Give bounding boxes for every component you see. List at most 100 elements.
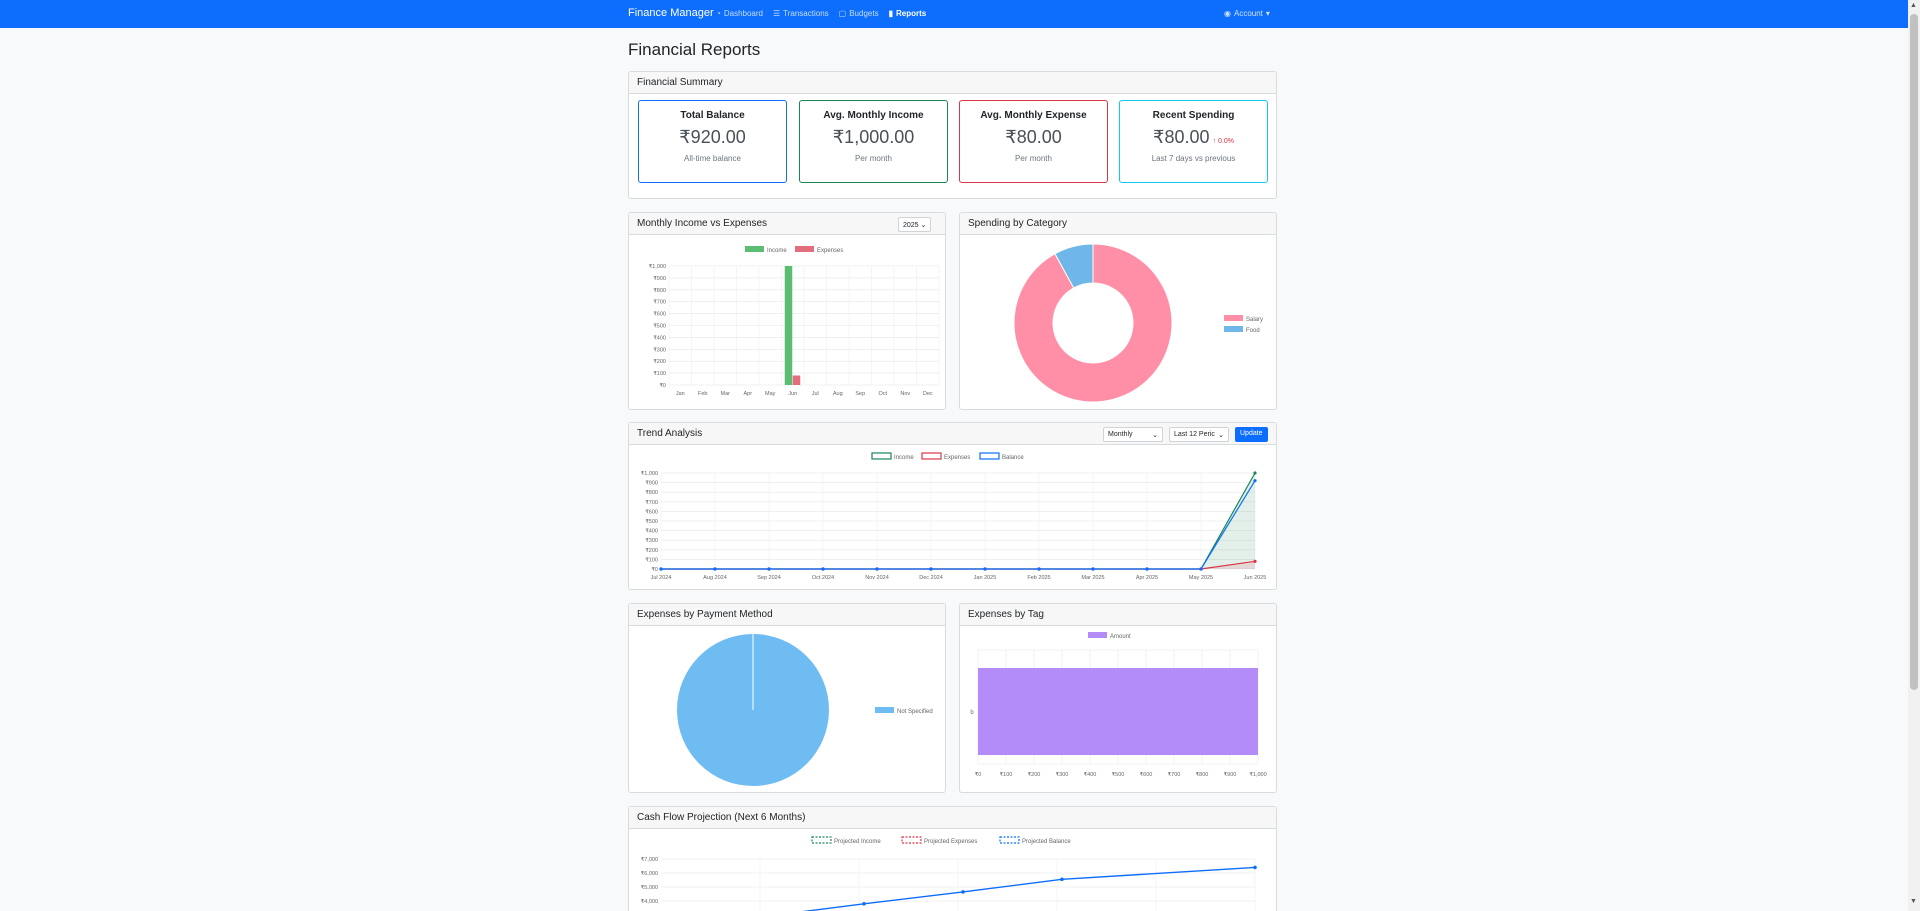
nav-links: ◔ Dashboard ☰ Transactions ▢ Budgets ▮ Repor… bbox=[716, 9, 926, 18]
x-tick-label: Jan 2025 bbox=[974, 575, 997, 581]
card-header: Expenses by Tag bbox=[960, 604, 1276, 626]
chevron-down-icon: ⌄ bbox=[1218, 431, 1224, 439]
legend-swatch bbox=[999, 836, 1020, 844]
x-tick-label: ₹900 bbox=[1224, 771, 1237, 778]
x-tick-label: Jan bbox=[676, 391, 685, 397]
cash-flow-projection-card: Cash Flow Projection (Next 6 Months) Pro… bbox=[628, 806, 1277, 911]
x-tick-label: ₹800 bbox=[1196, 771, 1209, 778]
point-balance bbox=[1145, 567, 1149, 571]
card-header: Financial Summary bbox=[629, 72, 1276, 94]
point-balance bbox=[1037, 567, 1041, 571]
point-balance bbox=[1199, 567, 1203, 571]
x-tick-label: ₹1,000 bbox=[1249, 771, 1266, 778]
line-expenses bbox=[661, 560, 1256, 570]
wallet-icon: ▢ bbox=[838, 9, 847, 18]
summary-avg-income: Avg. Monthly Income ₹1,000.00 Per month bbox=[799, 100, 948, 183]
legend-label: Income bbox=[894, 455, 914, 461]
y-tick-label: ₹500 bbox=[653, 323, 666, 330]
scrollbar-thumb[interactable] bbox=[1910, 14, 1918, 690]
x-tick-label: Dec bbox=[923, 391, 933, 397]
point-balance bbox=[875, 567, 879, 571]
x-tick-label: May 2025 bbox=[1189, 575, 1213, 581]
y-tick-label: ₹5,000 bbox=[641, 884, 658, 891]
scroll-up-arrow-icon[interactable]: ▲ bbox=[1910, 2, 1917, 9]
x-tick-label: Apr bbox=[743, 391, 752, 397]
x-tick-label: Sep 2024 bbox=[757, 575, 781, 581]
point-balance bbox=[713, 567, 717, 571]
legend-swatch bbox=[1224, 326, 1243, 332]
y-tick-label: ₹4,000 bbox=[641, 898, 658, 905]
y-tick-label: ₹7,000 bbox=[641, 856, 658, 863]
nav-transactions[interactable]: ☰ Transactions bbox=[772, 9, 829, 18]
nav-reports[interactable]: ▮ Reports bbox=[888, 9, 927, 18]
legend-swatch bbox=[871, 452, 892, 460]
legend-label: Projected Expenses bbox=[924, 839, 977, 845]
chevron-down-icon: ⌄ bbox=[1152, 432, 1158, 439]
payment-pie-chart: Not Specified bbox=[677, 634, 933, 786]
spending-by-category-card: Spending by Category Salary Food bbox=[959, 212, 1277, 410]
nav-dashboard[interactable]: ◔ Dashboard bbox=[716, 9, 763, 18]
legend-label: Amount bbox=[1110, 634, 1131, 640]
y-tick-label: ₹700 bbox=[653, 299, 666, 306]
x-tick-label: Mar 2025 bbox=[1081, 575, 1104, 581]
x-tick-label: Nov bbox=[900, 391, 910, 397]
financial-summary-card: Financial Summary Total Balance ₹920.00 … bbox=[628, 71, 1277, 199]
y-tick-label: ₹800 bbox=[653, 287, 666, 294]
point-balance bbox=[1253, 479, 1257, 483]
y-tick-label: b bbox=[970, 710, 974, 716]
update-button[interactable]: Update bbox=[1235, 427, 1268, 442]
x-tick-label: Oct bbox=[878, 391, 887, 397]
percent-change-badge: ↑ 0.0% bbox=[1212, 138, 1234, 145]
point-balance bbox=[821, 567, 825, 571]
point-expenses bbox=[1253, 559, 1257, 563]
range-select[interactable]: Last 12 Peric ⌄ bbox=[1169, 427, 1229, 442]
page-title: Financial Reports bbox=[628, 40, 761, 59]
cashflow-line-chart: Projected Income Projected Expenses Projec… bbox=[641, 836, 1257, 911]
point-balance bbox=[929, 567, 933, 571]
y-tick-label: ₹600 bbox=[653, 311, 666, 318]
legend-label: Salary bbox=[1246, 317, 1263, 323]
point-balance bbox=[1091, 567, 1095, 571]
point-balance bbox=[659, 567, 663, 571]
tag-bar-chart: Amount ₹0 ₹100 ₹200 ₹300 ₹400 ₹500 ₹600 ₹700 ₹800… bbox=[970, 632, 1267, 778]
year-select[interactable]: 2025 ⌄ bbox=[898, 217, 932, 232]
x-tick-label: ₹300 bbox=[1056, 771, 1069, 778]
monthly-income-expenses-card: Monthly Income vs Expenses 2025 ⌄ Income… bbox=[628, 212, 946, 410]
point-projected-balance bbox=[1060, 877, 1064, 882]
account-dropdown[interactable]: ◉ Account ▾ bbox=[1224, 9, 1270, 18]
legend-label: Expenses bbox=[817, 248, 843, 254]
point-income bbox=[1253, 471, 1257, 475]
bar-income bbox=[784, 266, 793, 385]
y-tick-label: ₹600 bbox=[645, 508, 658, 515]
legend-swatch bbox=[875, 707, 894, 713]
area-fill-expenses bbox=[661, 561, 1255, 569]
period-select[interactable]: Monthly ⌄ bbox=[1103, 427, 1163, 442]
card-header: Expenses by Payment Method bbox=[629, 604, 945, 626]
y-tick-label: ₹0 bbox=[659, 382, 666, 389]
y-tick-label: ₹500 bbox=[645, 518, 658, 525]
legend-label: Projected Balance bbox=[1022, 839, 1071, 845]
y-tick-label: ₹400 bbox=[653, 334, 666, 341]
legend-swatch bbox=[795, 246, 814, 252]
line-projected-balance bbox=[801, 866, 1256, 911]
y-tick-label: ₹400 bbox=[645, 528, 658, 535]
y-tick-label: ₹200 bbox=[645, 547, 658, 554]
x-tick-label: Jun bbox=[788, 391, 797, 397]
summary-recent-spending: Recent Spending ₹80.00 ↑ 0.0% Last 7 days… bbox=[1119, 100, 1268, 183]
x-tick-label: Feb bbox=[698, 391, 707, 397]
y-tick-label: ₹800 bbox=[645, 489, 658, 496]
x-tick-label: ₹500 bbox=[1112, 771, 1125, 778]
nav-budgets[interactable]: ▢ Budgets bbox=[838, 9, 879, 18]
bar-chart-icon: ▮ bbox=[888, 9, 893, 18]
y-tick-label: ₹100 bbox=[645, 556, 658, 563]
x-tick-label: Feb 2025 bbox=[1027, 575, 1050, 581]
x-tick-label: ₹700 bbox=[1168, 771, 1181, 778]
scroll-down-arrow-icon[interactable]: ▼ bbox=[1910, 898, 1917, 905]
dashboard-icon: ◔ bbox=[716, 9, 721, 18]
x-tick-label: Jul 2024 bbox=[651, 575, 672, 581]
trend-line-chart: Income Expenses Balance ₹0 ₹100 ₹200 ₹300 ₹400 ₹… bbox=[641, 452, 1266, 581]
y-tick-label: ₹6,000 bbox=[641, 870, 658, 877]
brand-logo[interactable]: Finance Manager bbox=[628, 7, 714, 19]
legend-swatch bbox=[811, 836, 832, 844]
summary-avg-expense: Avg. Monthly Expense ₹80.00 Per month bbox=[959, 100, 1108, 183]
